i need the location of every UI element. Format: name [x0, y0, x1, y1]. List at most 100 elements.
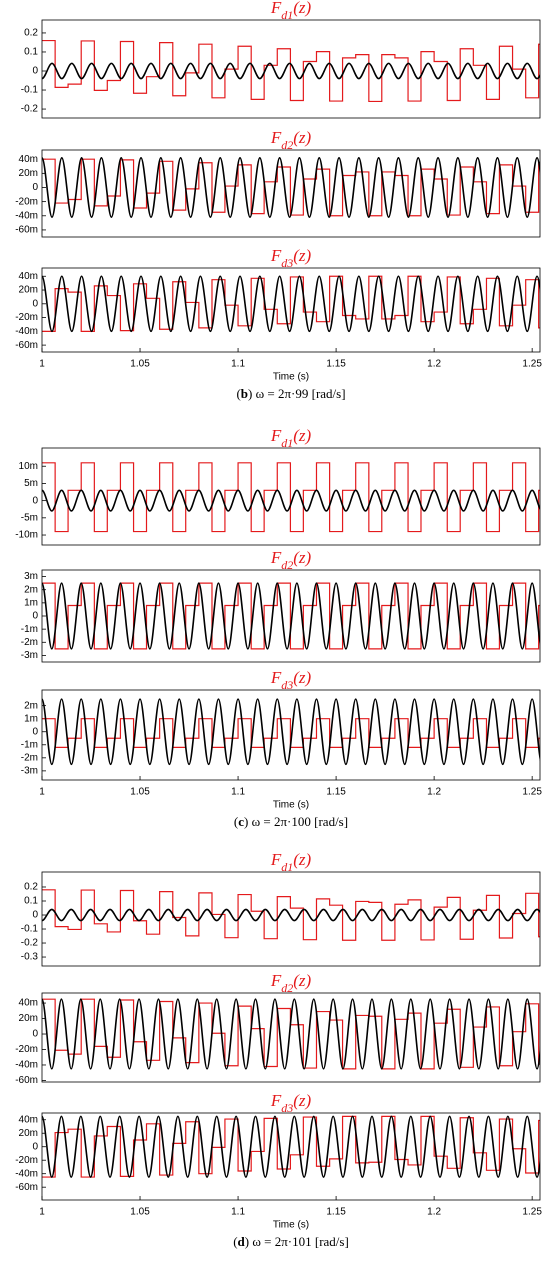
title-part: d1 — [281, 860, 293, 874]
signal-line — [42, 489, 540, 512]
signal-line — [42, 275, 540, 333]
plot-frame — [41, 267, 541, 353]
x-tick-label: 1.15 — [326, 1207, 346, 1218]
y-tick-label: -0.1 — [21, 85, 39, 96]
title-part: d3 — [281, 256, 293, 270]
y-tick-label: 3m — [24, 571, 38, 582]
caption-part: ( — [234, 814, 238, 829]
x-tick-label: 1 — [39, 787, 45, 798]
y-tick-label: 5m — [24, 478, 38, 489]
title-part: (z) — [293, 246, 311, 265]
series-group — [42, 462, 540, 533]
y-tick-label: -5m — [21, 512, 38, 523]
series-group — [42, 998, 540, 1070]
caption-part: ) ω = 2π·99 [rad/s] — [248, 386, 346, 401]
x-tick-label: 1.25 — [522, 787, 542, 798]
x-tick-label: 1.25 — [522, 359, 542, 370]
title-part: (z) — [293, 426, 311, 445]
caption-part: ( — [236, 386, 240, 401]
x-tick-label: 1.1 — [231, 359, 245, 370]
signal-line — [42, 698, 540, 766]
caption-part: c — [238, 814, 244, 829]
y-tick-label: 0.1 — [24, 896, 38, 907]
title-part: (z) — [293, 548, 311, 567]
y-tick-label: 20m — [19, 1128, 38, 1139]
y-tick-label: 40m — [19, 154, 38, 165]
x-tick-label: 1 — [39, 1207, 45, 1218]
title-part: F — [270, 246, 282, 265]
y-tick-label: 0 — [32, 611, 38, 622]
panel-title: Fd3(z) — [270, 246, 312, 270]
step-line — [42, 582, 540, 650]
title-part: F — [270, 0, 282, 17]
title-part: d2 — [281, 138, 293, 152]
step-line — [42, 998, 540, 1070]
y-tick-label: -20m — [15, 1044, 38, 1055]
x-tick-label: 1.2 — [427, 359, 441, 370]
panel-title: Fd2(z) — [270, 548, 312, 572]
x-tick-label: 1.15 — [326, 787, 346, 798]
plot-frame — [41, 689, 541, 781]
title-part: F — [270, 668, 282, 687]
y-tick-label: 2m — [24, 700, 38, 711]
y-tick-label: 0 — [32, 910, 38, 921]
step-line — [42, 889, 540, 941]
title-part: d1 — [281, 8, 293, 22]
x-tick-label: 1.05 — [130, 1207, 150, 1218]
y-tick-label: 40m — [19, 271, 38, 282]
title-part: F — [270, 1091, 282, 1110]
plot-frame — [41, 149, 541, 238]
y-tick-label: -1m — [21, 624, 38, 635]
y-tick-label: -40m — [15, 210, 38, 221]
y-tick-label: 40m — [19, 1114, 38, 1125]
signal-line — [42, 908, 540, 922]
caption-part: b — [241, 386, 248, 401]
y-tick-label: 0.2 — [24, 28, 38, 39]
panel-title: Fd2(z) — [270, 128, 312, 152]
title-part: d2 — [281, 981, 293, 995]
caption-part: ) ω = 2π·100 [rad/s] — [244, 814, 348, 829]
title-part: (z) — [293, 128, 311, 147]
title-part: F — [270, 971, 282, 990]
y-tick-label: -0.2 — [21, 938, 39, 949]
y-tick-label: -20m — [15, 1155, 38, 1166]
y-tick-label: 20m — [19, 168, 38, 179]
signal-line — [42, 582, 540, 650]
series-group — [42, 582, 540, 650]
panel-title: Fd2(z) — [270, 971, 312, 995]
title-part: d3 — [281, 1101, 293, 1115]
y-tick-label: -20m — [15, 312, 38, 323]
y-tick-label: -2m — [21, 637, 38, 648]
step-line — [42, 39, 540, 103]
x-tick-label: 1 — [39, 359, 45, 370]
y-tick-label: -60m — [15, 225, 38, 236]
panel-title: Fd1(z) — [270, 850, 312, 874]
title-part: F — [270, 128, 282, 147]
title-part: F — [270, 548, 282, 567]
caption: (c) ω = 2π·100 [rad/s] — [234, 814, 348, 829]
x-tick-label: 1.2 — [427, 1207, 441, 1218]
panel-title: Fd3(z) — [270, 668, 312, 692]
x-tick-label: 1.05 — [130, 787, 150, 798]
plot-area — [42, 872, 540, 966]
title-part: (z) — [293, 0, 311, 17]
y-tick-label: -60m — [15, 1182, 38, 1193]
panel-title: Fd1(z) — [270, 426, 312, 450]
y-tick-label: -10m — [15, 530, 38, 541]
y-tick-label: 0 — [32, 1141, 38, 1152]
title-part: d2 — [281, 558, 293, 572]
caption: (d) ω = 2π·101 [rad/s] — [233, 1234, 349, 1249]
y-tick-label: 1m — [24, 597, 38, 608]
y-tick-label: 0 — [32, 66, 38, 77]
signal-line — [42, 998, 540, 1070]
y-tick-label: 20m — [19, 1013, 38, 1024]
x-tick-label: 1.2 — [427, 787, 441, 798]
y-tick-label: 10m — [19, 461, 38, 472]
x-tick-label: 1.25 — [522, 1207, 542, 1218]
x-axis-label: Time (s) — [273, 1220, 309, 1231]
caption-part: ) ω = 2π·101 [rad/s] — [245, 1234, 349, 1249]
y-tick-label: -40m — [15, 326, 38, 337]
title-part: F — [270, 426, 282, 445]
y-tick-label: 0.1 — [24, 47, 38, 58]
